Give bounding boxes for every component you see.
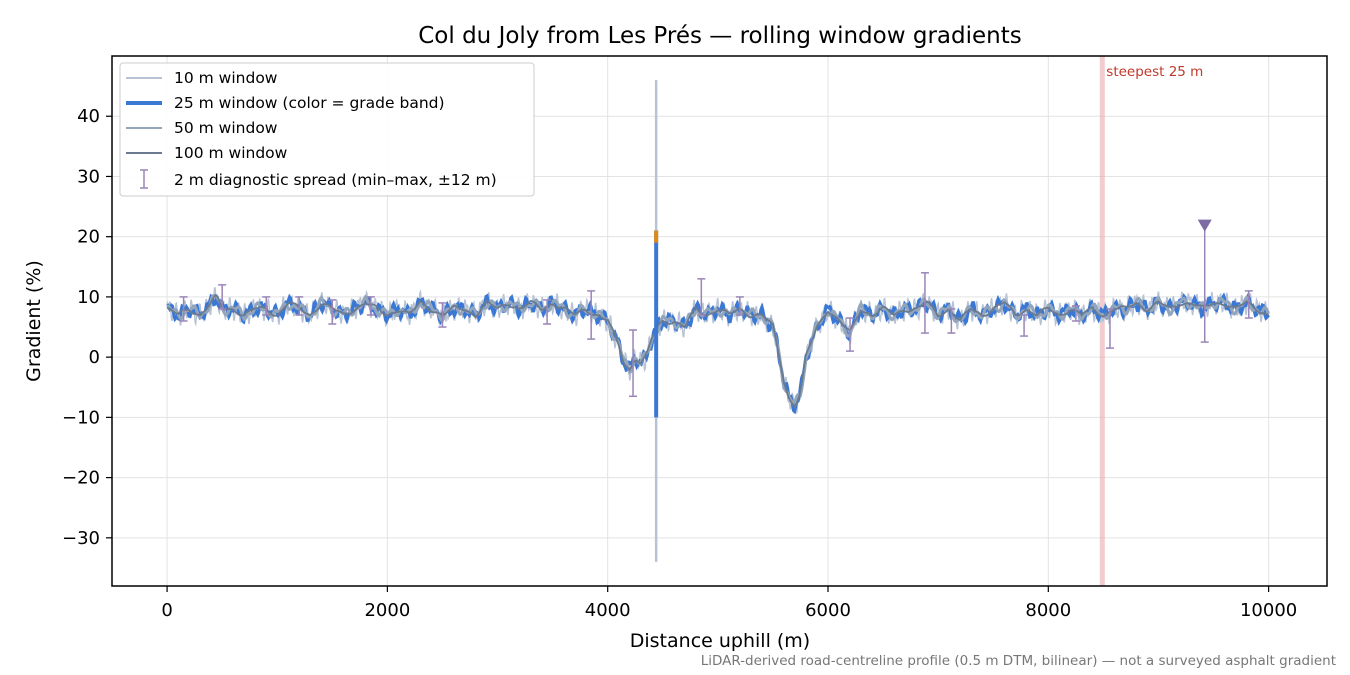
legend-entry-25m: 25 m window (color = grade band) — [174, 94, 445, 112]
errorbar — [587, 290, 596, 340]
errorbar — [846, 317, 855, 352]
x-tick-label: 6000 — [805, 600, 851, 621]
errorbar — [295, 296, 304, 316]
errorbar — [218, 284, 227, 310]
errorbar — [438, 302, 447, 328]
x-tick-label: 2000 — [364, 600, 410, 621]
errorbar — [697, 278, 706, 316]
errorbar — [366, 296, 375, 316]
y-tick-label: 40 — [77, 106, 100, 127]
x-axis-ticks: 0 2000 4000 6000 8000 10000 — [161, 586, 1297, 621]
footnote: LiDAR-derived road-centreline profile (0… — [701, 653, 1336, 669]
legend-swatch-errorbar — [140, 169, 148, 189]
errorbar — [179, 296, 188, 322]
legend-box — [119, 62, 535, 197]
y-tick-label: 0 — [89, 347, 100, 368]
legend-entry-10m: 10 m window — [174, 69, 278, 87]
errorbar — [1244, 290, 1253, 319]
legend-entry-50m: 50 m window — [174, 119, 278, 137]
errorbar — [1200, 223, 1209, 343]
x-tick-label: 10000 — [1240, 600, 1297, 621]
y-axis-ticks: −30 −20 −10 0 10 20 30 40 — [62, 106, 112, 549]
steepest-segment-marker: steepest 25 m — [1099, 56, 1203, 586]
y-axis-label: Gradient (%) — [23, 260, 45, 382]
errorbar — [947, 308, 956, 334]
y-tick-label: −30 — [62, 528, 100, 549]
errorbar — [629, 329, 638, 398]
errorbar — [1071, 305, 1080, 322]
chart-title: Col du Joly from Les Prés — rolling wind… — [418, 23, 1021, 49]
errorbar — [920, 272, 929, 334]
max-marker-triangle — [1197, 219, 1212, 232]
series-100m-window — [166, 293, 1270, 409]
y-tick-label: 10 — [77, 287, 100, 308]
x-tick-label: 4000 — [585, 600, 631, 621]
errorbar — [735, 296, 744, 316]
errorbar — [543, 299, 552, 325]
diagnostic-errorbars — [179, 223, 1253, 398]
legend-entry-errorbar: 2 m diagnostic spread (min–max, ±12 m) — [174, 171, 497, 189]
series-layer — [166, 80, 1270, 562]
x-tick-label: 8000 — [1025, 600, 1071, 621]
y-tick-label: −10 — [62, 407, 100, 428]
y-tick-label: 30 — [77, 166, 100, 187]
errorbar — [1105, 308, 1114, 349]
x-axis-label: Distance uphill (m) — [630, 630, 810, 652]
errorbar — [1020, 314, 1029, 337]
legend-entry-100m: 100 m window — [174, 144, 288, 162]
errorbar — [262, 296, 271, 316]
steepest-label: steepest 25 m — [1106, 64, 1203, 80]
legend: 10 m window 25 m window (color = grade b… — [119, 62, 535, 197]
y-tick-label: 20 — [77, 227, 100, 248]
x-tick-label: 0 — [161, 600, 172, 621]
max-marker — [1197, 219, 1212, 232]
plot-frame — [111, 55, 1328, 587]
y-tick-label: −20 — [62, 468, 100, 489]
errorbar — [328, 299, 337, 325]
